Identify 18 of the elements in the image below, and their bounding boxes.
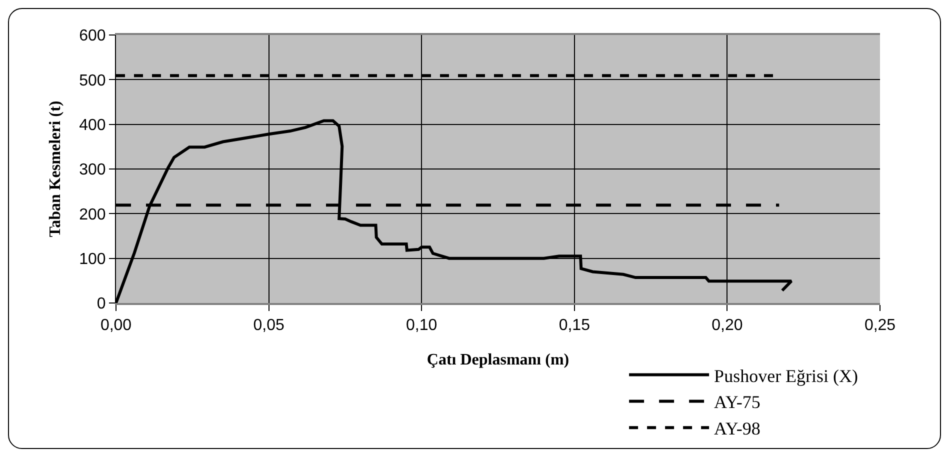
y-tick-label: 400 — [79, 116, 106, 134]
x-tick-label: 0,05 — [253, 317, 284, 334]
legend-label: Pushover Eğrisi (X) — [714, 366, 858, 386]
y-tick-label: 500 — [79, 72, 106, 90]
y-tick-label: 0 — [96, 296, 106, 313]
y-axis-title: Taban Kesmeleri (t) — [46, 100, 64, 238]
x-tick-label: 0,00 — [100, 317, 132, 334]
y-tick-label: 100 — [79, 250, 106, 268]
y-tick-label: 600 — [79, 28, 106, 45]
y-tick-label: 200 — [79, 206, 106, 224]
x-tick-label: 0,15 — [558, 317, 590, 334]
legend-label: AY-75 — [714, 392, 760, 412]
x-tick-label: 0,20 — [712, 317, 743, 334]
y-tick-label: 300 — [79, 162, 106, 179]
legend-label: AY-98 — [714, 418, 760, 439]
x-tick-label: 0,10 — [406, 317, 438, 334]
x-tick-label: 0,25 — [864, 317, 896, 334]
x-axis-title: Çatı Deplasmanı (m) — [426, 351, 570, 368]
